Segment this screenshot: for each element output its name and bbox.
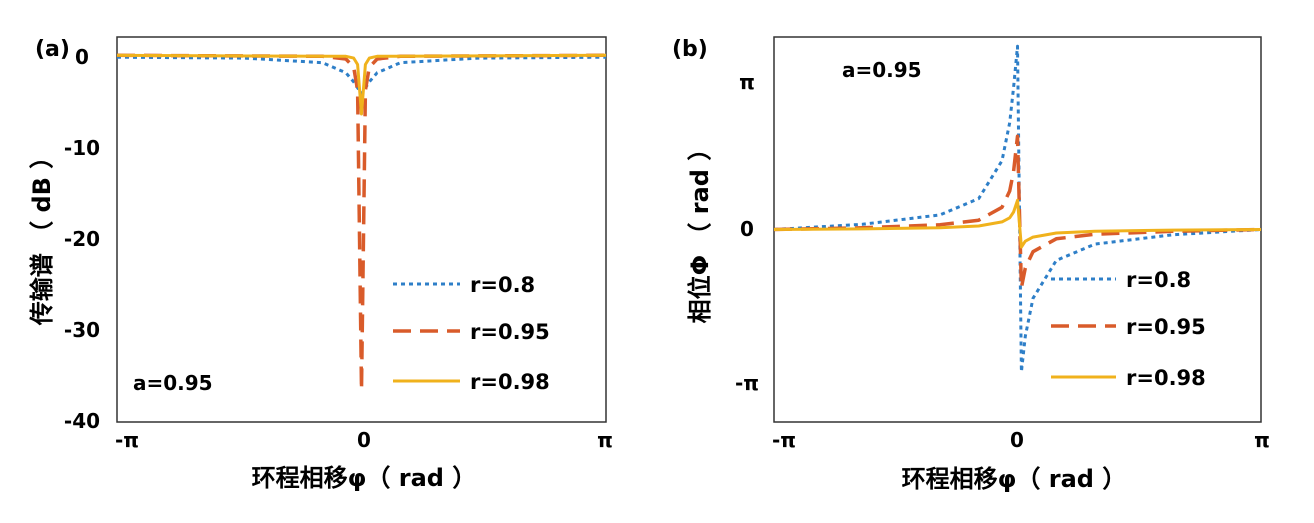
panel-a-ytick-3: -30 (64, 318, 100, 342)
panel-b-legend-label-r095: r=0.95 (1126, 315, 1206, 339)
panel-b-xtick-0: -π (772, 428, 796, 452)
panel-b-annotation: a=0.95 (842, 58, 922, 82)
panel-b-x-axis-label: 环程相移φ（ rad ） (902, 465, 1127, 493)
panel-a-series-r08 (116, 55, 607, 96)
panel-a-xtick-0: -π (115, 428, 139, 452)
panel-a-legend-label-r098: r=0.98 (470, 370, 550, 394)
panel-a-axes-frame (116, 36, 607, 423)
panel-a-y-axis-label: 传输谱 （ dB ） (28, 145, 56, 327)
panel-b-ytick-0: π (739, 70, 755, 94)
panel-a-ytick-4: -40 (64, 409, 100, 433)
panel-a-legend-label-r095: r=0.95 (470, 320, 550, 344)
panel-b-series-r08 (773, 44, 1262, 374)
panel-a-legend-label-r08: r=0.8 (470, 273, 535, 297)
panel-a-curves (116, 53, 607, 392)
panel-b-xtick-1: 0 (1010, 428, 1024, 452)
panel-b-ytick-1: 0 (740, 217, 754, 241)
panel-a-xtick-1: 0 (357, 428, 371, 452)
panel-b-series-r098 (773, 198, 1262, 249)
panel-b-y-axis-label: 相位Φ （ rad ） (686, 137, 714, 324)
panel-b-xtick-2: π (1254, 428, 1270, 452)
panel-a-ytick-1: -10 (64, 136, 100, 160)
panel-b-label: (b) (672, 37, 708, 62)
panel-b-legend: r=0.8 r=0.95 r=0.98 (1051, 268, 1206, 390)
panel-b-legend-label-r098: r=0.98 (1126, 366, 1206, 390)
panel-b-ytick-2: -π (735, 371, 759, 395)
panel-a-annotation: a=0.95 (133, 371, 213, 395)
panel-a-legend: r=0.8 r=0.95 r=0.98 (393, 273, 550, 394)
panel-a-ytick-0: 0 (75, 45, 89, 69)
panel-a-x-axis-label: 环程相移φ（ rad ） (252, 464, 477, 492)
panel-a-label: (a) (35, 37, 70, 62)
panel-b-curves (773, 44, 1262, 374)
panel-a-series-r098 (116, 53, 607, 116)
panel-b-legend-label-r08: r=0.8 (1126, 268, 1191, 292)
panel-a: (a) 0 -10 -20 -30 -40 -π 0 π 环程相移φ（ rad … (28, 36, 613, 492)
panel-a-ytick-2: -20 (64, 227, 100, 251)
panel-a-xtick-2: π (597, 428, 613, 452)
panel-a-series-r095 (116, 53, 607, 392)
panel-b: (b) π 0 -π -π 0 π 环程相移φ（ rad ） 相位Φ （ rad… (672, 36, 1270, 493)
panel-b-series-r095 (773, 134, 1262, 290)
